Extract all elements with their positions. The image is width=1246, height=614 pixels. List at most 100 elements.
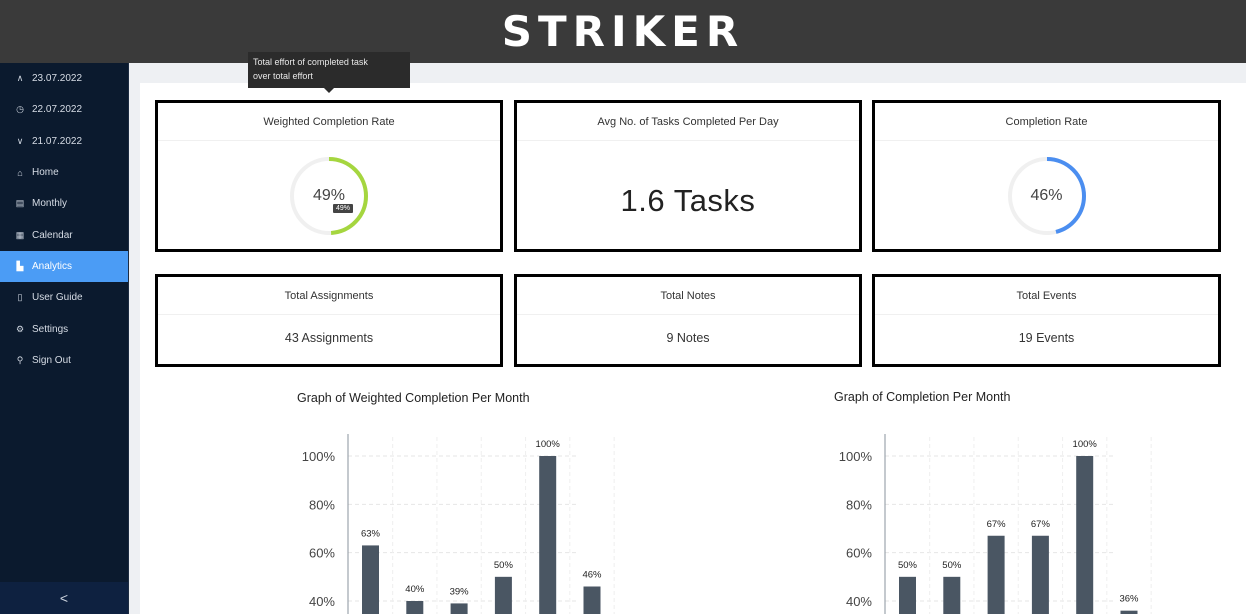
completion-rate-card: Completion Rate 46% bbox=[872, 100, 1221, 252]
gauge-value: 49% bbox=[312, 187, 346, 204]
bar-data-label: 50% bbox=[942, 560, 962, 571]
bar[interactable] bbox=[406, 601, 424, 614]
collapse-sidebar-button[interactable]: < bbox=[0, 582, 128, 614]
events-value: 19 Events bbox=[1018, 331, 1075, 345]
card-title: Total Notes bbox=[517, 277, 859, 315]
bar-data-label: 100% bbox=[1073, 439, 1098, 450]
sidebar-item-label: User Guide bbox=[32, 292, 83, 304]
avg-tasks-value: 1.6 Tasks bbox=[620, 183, 756, 218]
tooltip-arrow bbox=[324, 88, 334, 93]
bar[interactable] bbox=[362, 545, 379, 614]
bar[interactable] bbox=[1076, 456, 1094, 614]
gear-icon: ⚙ bbox=[15, 323, 25, 334]
y-tick-label: 100% bbox=[839, 449, 873, 464]
sidebar-item-sign-out[interactable]: ⚲ Sign Out bbox=[0, 345, 128, 376]
user-icon: ⚲ bbox=[16, 354, 24, 365]
sidebar-item-home[interactable]: ⌂ Home bbox=[0, 157, 128, 188]
sidebar-item-21-07-2022[interactable]: ∨ 21.07.2022 bbox=[0, 126, 128, 157]
gauge-ring bbox=[290, 157, 368, 235]
avg-tasks-card: Avg No. of Tasks Completed Per Day 1.6 T… bbox=[514, 100, 862, 252]
bar-data-label: 46% bbox=[582, 570, 602, 581]
sidebar-list: ∧ 23.07.2022 ◷ 22.07.2022 ∨ 21.07.2022 ⌂ Home ▤ M… bbox=[0, 63, 128, 376]
bar[interactable] bbox=[539, 456, 557, 614]
tooltip-line-2: over total effort bbox=[253, 71, 313, 81]
gauge-badge: 49% bbox=[333, 204, 354, 213]
weighted-completion-card: Weighted Completion Rate 49% 49% bbox=[155, 100, 503, 252]
calendar-icon: ▦ bbox=[15, 229, 25, 240]
sidebar-item-label: Sign Out bbox=[32, 354, 71, 366]
bar-data-label: 39% bbox=[450, 586, 470, 597]
bar[interactable] bbox=[450, 603, 468, 614]
bar[interactable] bbox=[583, 586, 601, 614]
completion-chart: 100% 80% 60% 40% 50% 50% 67% 67% 100% 36% bbox=[839, 434, 1152, 614]
chevron-down-icon: ∨ bbox=[16, 135, 24, 146]
bar[interactable] bbox=[1031, 535, 1049, 614]
notes-value: 9 Notes bbox=[666, 331, 710, 345]
clock-icon: ◷ bbox=[16, 104, 24, 115]
sidebar-item-label: 22.07.2022 bbox=[32, 104, 83, 116]
total-events-card: Total Events 19 Events bbox=[872, 274, 1221, 367]
card-title: Total Assignments bbox=[158, 277, 500, 315]
y-tick-label: 80% bbox=[309, 497, 335, 512]
main-content: Weighted Completion Rate 49% 49% Avg No.… bbox=[129, 63, 1246, 614]
sidebar-item-calendar[interactable]: ▦ Calendar bbox=[0, 219, 128, 250]
card-title: Weighted Completion Rate bbox=[158, 103, 500, 141]
home-icon: ⌂ bbox=[17, 167, 23, 178]
grid bbox=[885, 437, 1152, 614]
weighted-graph-title: Graph of Weighted Completion Per Month bbox=[297, 391, 530, 405]
sidebar-item-label: 21.07.2022 bbox=[32, 135, 83, 147]
bar[interactable] bbox=[987, 535, 1005, 614]
sidebar-item-label: Analytics bbox=[32, 260, 73, 272]
document-icon: ▤ bbox=[15, 198, 25, 209]
sidebar-item-label: Home bbox=[32, 167, 59, 179]
sidebar-item-analytics[interactable]: ▙ Analytics bbox=[0, 250, 128, 283]
sidebar-item-settings[interactable]: ⚙ Settings bbox=[0, 313, 128, 344]
y-tick-label: 60% bbox=[309, 546, 335, 561]
completion-graph-title: Graph of Completion Per Month bbox=[834, 390, 1011, 404]
bar[interactable] bbox=[494, 576, 512, 614]
weighted-completion-tooltip: Total effort of completed task over tota… bbox=[248, 52, 410, 93]
bar[interactable] bbox=[899, 576, 916, 614]
bar[interactable] bbox=[943, 576, 961, 614]
sidebar-item-user-guide[interactable]: ▯ User Guide bbox=[0, 282, 128, 313]
total-notes-card: Total Notes 9 Notes bbox=[514, 274, 862, 367]
gauge-ring bbox=[1007, 157, 1086, 235]
sidebar-item-label: Monthly bbox=[32, 198, 68, 210]
sidebar-item-monthly[interactable]: ▤ Monthly bbox=[0, 188, 128, 219]
tooltip-line-1: Total effort of completed task bbox=[253, 57, 368, 67]
sidebar-item-22-07-2022[interactable]: ◷ 22.07.2022 bbox=[0, 94, 128, 125]
bar-data-label: 50% bbox=[494, 560, 514, 571]
app-logo[interactable]: STRIKER bbox=[501, 7, 745, 56]
bar-data-label: 36% bbox=[1119, 594, 1139, 605]
chevron-left-icon: < bbox=[59, 590, 69, 606]
y-tick-label: 100% bbox=[302, 449, 336, 464]
bar[interactable] bbox=[1120, 610, 1138, 614]
y-tick-label: 60% bbox=[846, 546, 872, 561]
card-title: Avg No. of Tasks Completed Per Day bbox=[517, 103, 859, 141]
book-icon: ▯ bbox=[17, 292, 23, 303]
grid bbox=[348, 437, 615, 614]
bar-data-label: 67% bbox=[987, 519, 1007, 530]
y-tick-label: 40% bbox=[846, 594, 872, 609]
top-bar: STRIKER bbox=[0, 0, 1246, 63]
sidebar-item-label: Settings bbox=[32, 323, 69, 335]
assignments-value: 43 Assignments bbox=[284, 331, 374, 345]
chart-icon: ▙ bbox=[16, 260, 24, 271]
sidebar: ∧ 23.07.2022 ◷ 22.07.2022 ∨ 21.07.2022 ⌂ Home ▤ M… bbox=[0, 63, 129, 614]
bar-data-label: 63% bbox=[361, 528, 381, 539]
y-tick-label: 80% bbox=[846, 497, 872, 512]
bar-data-label: 67% bbox=[1031, 519, 1051, 530]
total-assignments-card: Total Assignments 43 Assignments bbox=[155, 274, 503, 367]
bar-data-label: 100% bbox=[536, 439, 561, 450]
card-title: Completion Rate bbox=[875, 103, 1218, 141]
bar-data-label: 40% bbox=[405, 584, 425, 595]
completion-rate-gauge: 46% bbox=[1005, 154, 1089, 238]
weighted-completion-gauge: 49% 49% bbox=[287, 154, 371, 238]
weighted-completion-chart: 100% 80% 60% 40% 63% 40% 39% 50% 100% 46% bbox=[302, 434, 615, 614]
sidebar-item-label: 23.07.2022 bbox=[32, 73, 83, 85]
chevron-up-icon: ∧ bbox=[16, 73, 24, 84]
card-title: Total Events bbox=[875, 277, 1218, 315]
bar-data-label: 50% bbox=[898, 560, 918, 571]
sidebar-item-23-07-2022[interactable]: ∧ 23.07.2022 bbox=[0, 63, 128, 94]
gauge-value: 46% bbox=[1030, 187, 1063, 204]
